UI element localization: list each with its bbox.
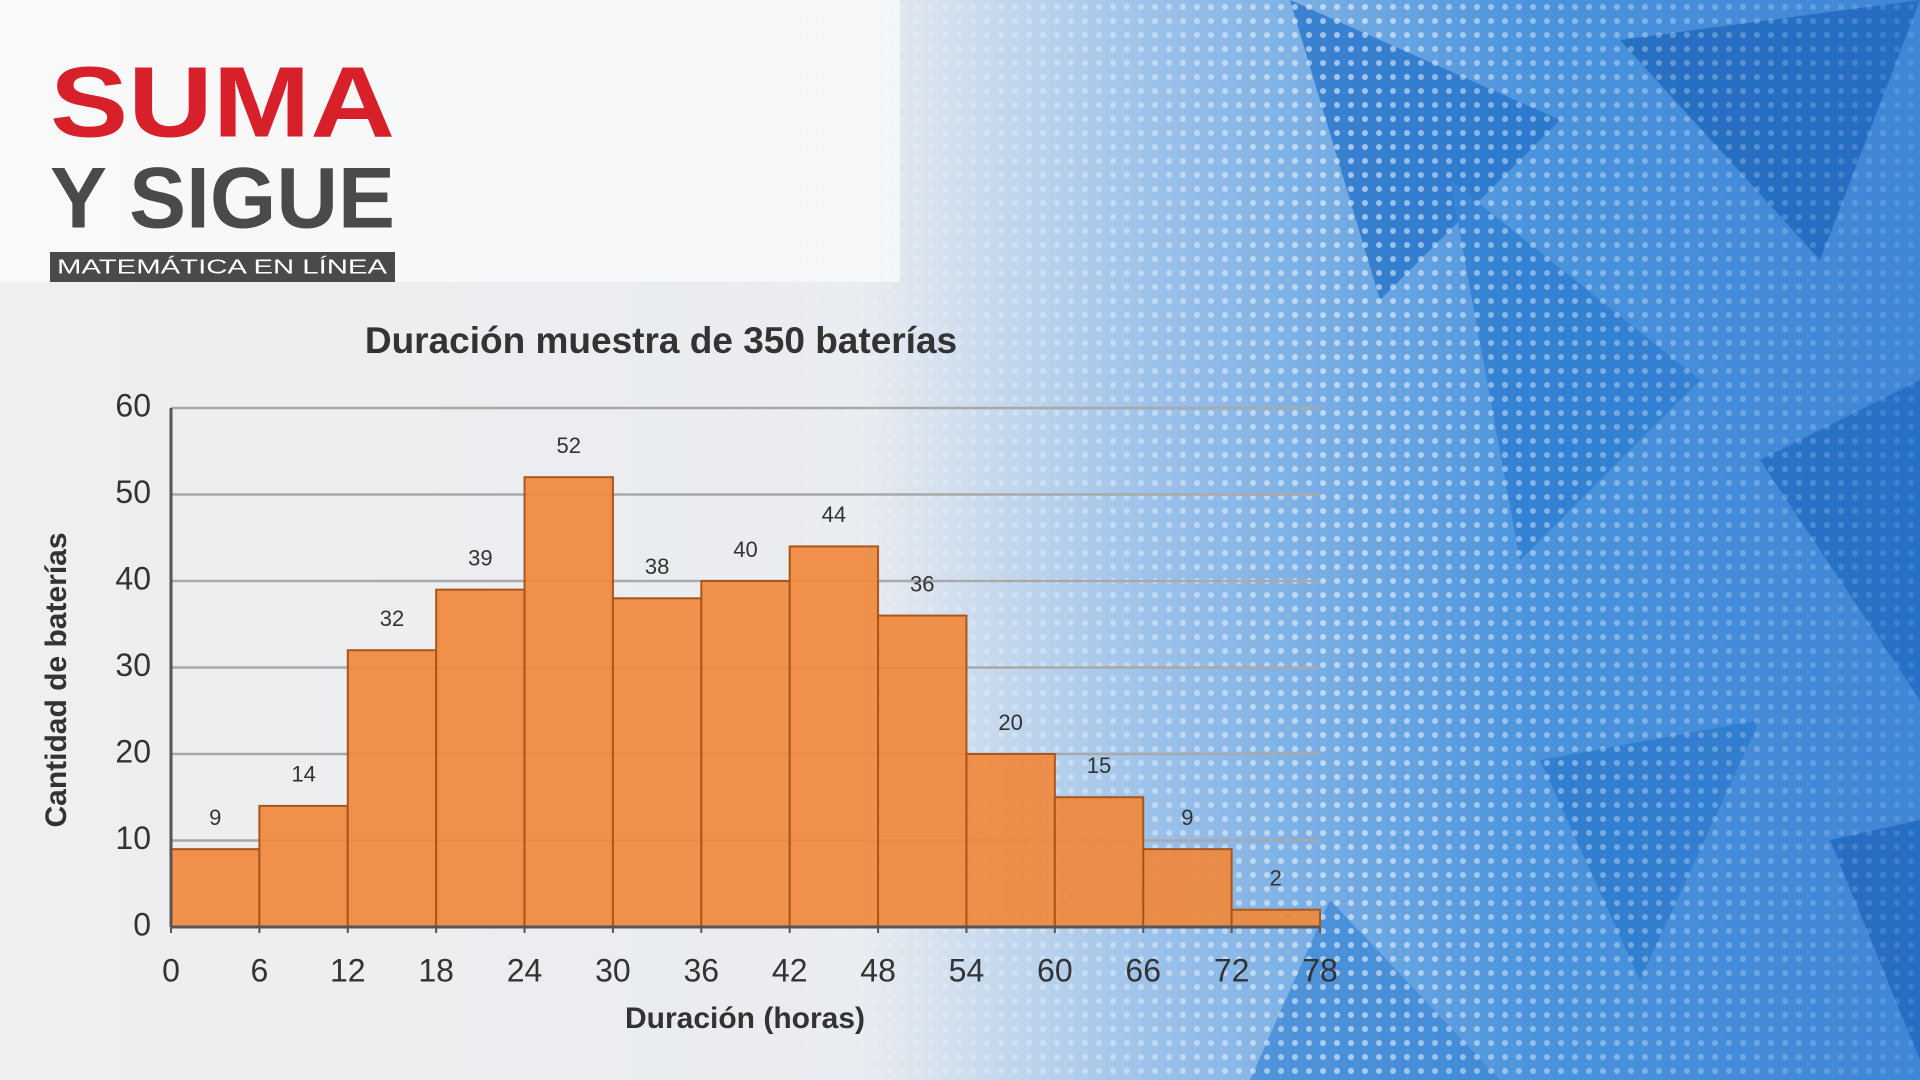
- x-tick-label: 60: [1037, 952, 1073, 988]
- bar: [1142, 848, 1233, 929]
- x-tick-label: 72: [1214, 952, 1250, 988]
- bar: [611, 597, 703, 928]
- bar: [435, 588, 526, 929]
- data-label: 38: [645, 554, 669, 579]
- data-label: 15: [1087, 753, 1111, 778]
- y-tick-label: 0: [133, 906, 151, 942]
- y-tick-label: 20: [115, 733, 151, 769]
- bar: [965, 753, 1056, 928]
- logo-line1: SUMA: [50, 46, 395, 158]
- bar: [700, 580, 791, 928]
- logo-tagline: MATEMÁTICA EN LÍNEA: [57, 255, 388, 278]
- data-label: 40: [733, 537, 757, 562]
- data-label: 2: [1270, 866, 1282, 891]
- logo-backdrop: [0, 0, 900, 282]
- x-tick-label: 18: [418, 952, 454, 988]
- data-label: 44: [822, 502, 846, 527]
- logo-tag-bg: [50, 252, 395, 282]
- y-tick-label: 10: [115, 820, 151, 856]
- plot: 0 10 20 30 40 50 60 0 6 12 18 24 30 36 42 48 54 60 66 72 78 9…: [115, 387, 1337, 988]
- logo-line2: Y SIGUE: [50, 151, 395, 247]
- x-tick-label: 12: [330, 952, 366, 988]
- data-label: 14: [291, 762, 315, 787]
- x-tick-label: 48: [860, 952, 896, 988]
- y-tick-label: 40: [115, 560, 151, 596]
- x-axis-label: Duración (horas): [625, 1002, 865, 1035]
- x-tick-label: 36: [684, 952, 720, 988]
- y-tick-label: 50: [115, 474, 151, 510]
- logo: SUMA Y SIGUE MATEMÁTICA EN LÍNEA: [50, 46, 395, 282]
- data-label: 36: [910, 571, 934, 596]
- y-tick-label: 30: [115, 647, 151, 683]
- x-tick-label: 54: [949, 952, 985, 988]
- x-tick-label: 66: [1125, 952, 1161, 988]
- y-axis-label: Cantidad de baterías: [40, 532, 73, 827]
- data-label: 32: [380, 606, 404, 631]
- data-label: 9: [209, 805, 221, 830]
- x-tick-label: 6: [250, 952, 268, 988]
- x-tick-label: 30: [595, 952, 631, 988]
- bar: [1053, 796, 1145, 928]
- y-tick-label: 60: [115, 387, 151, 423]
- data-label: 52: [556, 433, 580, 458]
- x-tick-label: 0: [162, 952, 180, 988]
- bar: [523, 476, 614, 928]
- bar: [877, 614, 968, 928]
- data-label: 20: [998, 710, 1022, 735]
- x-tick-label: 42: [772, 952, 808, 988]
- bar: [258, 804, 349, 929]
- bar: [1230, 908, 1321, 929]
- x-tick-label: 24: [507, 952, 543, 988]
- bar: [346, 649, 438, 928]
- data-label: 39: [468, 545, 492, 570]
- x-tick-label: 78: [1302, 952, 1338, 988]
- bar: [170, 848, 261, 929]
- data-label: 9: [1181, 805, 1193, 830]
- chart-title: Duración muestra de 350 baterías: [365, 320, 957, 361]
- bar: [788, 545, 880, 929]
